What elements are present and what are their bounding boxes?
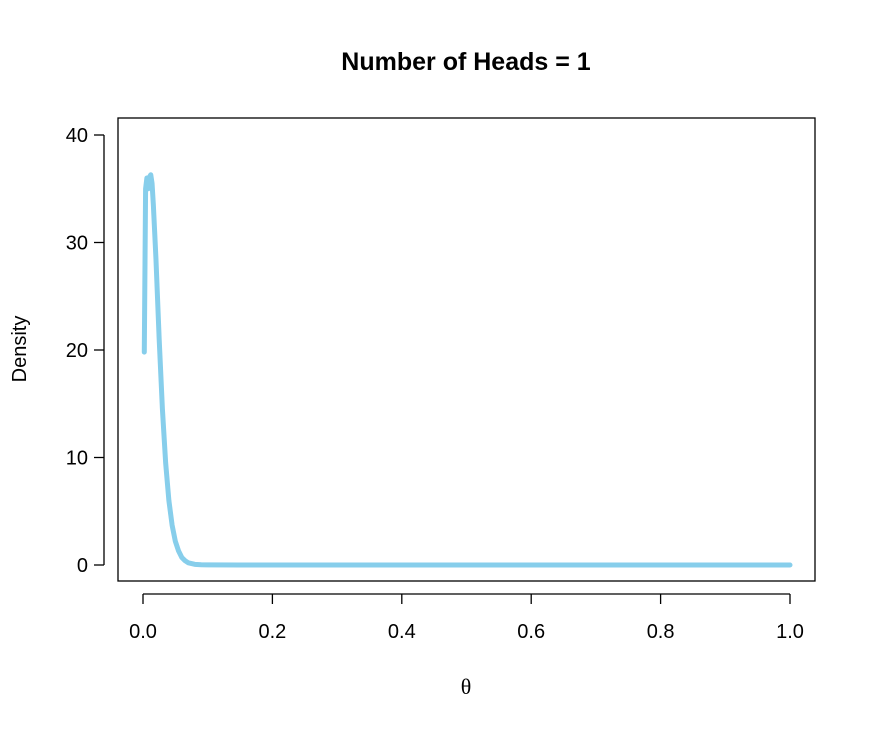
- x-tick-label: 0.6: [517, 621, 545, 643]
- x-tick-label: 0.2: [258, 621, 286, 643]
- series-layer: [141, 172, 793, 568]
- x-tick-label: 0.0: [129, 621, 157, 643]
- x-tick-label: 0.4: [388, 621, 416, 643]
- x-axis: 0.0 0.2 0.4 0.6 0.8 1.0: [129, 593, 804, 643]
- density-line-series-0: [141, 172, 793, 568]
- y-axis: 0 10 20 30 40: [66, 125, 105, 577]
- x-axis-label: θ: [461, 674, 472, 699]
- y-tick-label: 10: [66, 448, 88, 470]
- chart-title: Number of Heads = 1: [341, 48, 590, 76]
- y-tick-label: 20: [66, 340, 88, 362]
- y-tick-label: 30: [66, 233, 88, 255]
- plot-box: [117, 117, 816, 582]
- y-tick-label: 0: [77, 555, 88, 577]
- x-tick-label: 1.0: [776, 621, 804, 643]
- x-tick-label: 0.8: [647, 621, 675, 643]
- y-tick-label: 40: [66, 125, 88, 147]
- y-axis-label: Density: [9, 316, 31, 383]
